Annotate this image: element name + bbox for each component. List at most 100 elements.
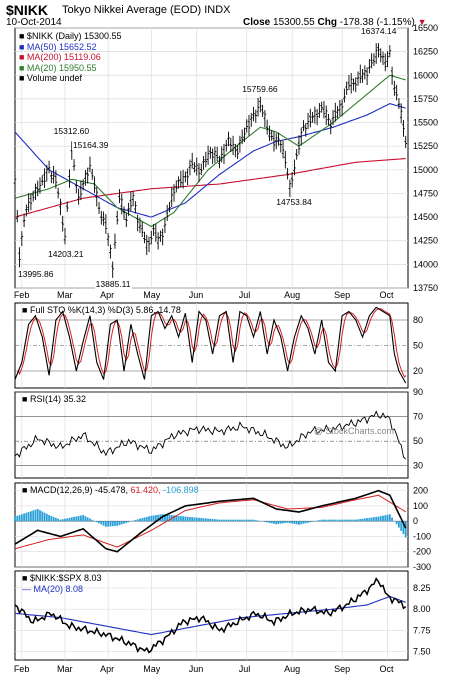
rsi-tick-label: 90 xyxy=(413,387,423,397)
close-label: Close xyxy=(243,17,271,28)
price-tick-label: 15250 xyxy=(413,141,438,151)
macd-legend: ■ MACD(12,26,9) -45.478, 61.420, -106.89… xyxy=(22,485,199,495)
ratio-panel-frame xyxy=(14,570,409,661)
stoch-legend: ■ Full STO %K(14,3) %D(3) 5.86, 14.78 xyxy=(22,305,181,315)
month-label: Jul xyxy=(239,290,251,300)
price-tick-label: 15000 xyxy=(413,165,438,175)
macd-histogram-bar xyxy=(368,517,371,522)
stoch-d-line xyxy=(14,308,407,380)
macd-histogram-bar xyxy=(263,521,266,522)
macd-histogram-bar xyxy=(373,517,375,522)
macd-histogram-bar xyxy=(382,515,384,522)
bottom-month-label: Aug xyxy=(284,664,300,674)
month-label: May xyxy=(143,290,161,300)
macd-histogram-bar xyxy=(275,521,278,525)
macd-histogram-bar xyxy=(250,519,253,522)
macd-histogram-bar xyxy=(232,519,234,522)
macd-histogram-bar xyxy=(338,519,341,522)
watermark: @ StockCharts.com xyxy=(313,426,394,436)
month-label: Apr xyxy=(100,290,114,300)
macd-histogram-bar xyxy=(395,521,398,525)
macd-histogram-bar xyxy=(184,516,187,522)
macd-histogram-bar xyxy=(61,519,64,522)
macd-histogram-bar xyxy=(207,518,209,522)
price-tick-label: 13750 xyxy=(413,283,438,293)
macd-histogram-bar xyxy=(139,518,141,522)
chg-value: -178.38 (-1.15%) xyxy=(339,17,415,28)
macd-histogram-bar xyxy=(45,513,48,522)
macd-histogram-bar xyxy=(352,519,355,522)
macd-legend-signal: 61.420, xyxy=(130,485,161,495)
macd-histogram-bar xyxy=(91,519,94,522)
macd-histogram-bar xyxy=(357,519,359,522)
ratio-tick-label: 7.75 xyxy=(413,625,431,635)
chart-subtitle: Tokyo Nikkei Average (EOD) INDX xyxy=(62,4,231,16)
macd-histogram-bar xyxy=(195,517,198,522)
macd-icon: ■ xyxy=(22,485,28,495)
macd-histogram-bar xyxy=(286,521,289,523)
macd-legend-hist: -106.898 xyxy=(163,485,199,495)
macd-histogram-bar xyxy=(273,521,275,524)
macd-histogram-bar xyxy=(225,519,228,522)
macd-histogram-bar xyxy=(257,520,259,522)
macd-tick-label: 200 xyxy=(413,486,428,496)
stoch-tick-label: 50 xyxy=(413,341,423,351)
macd-histogram-bar xyxy=(120,521,123,525)
macd-histogram-bar xyxy=(254,520,257,522)
macd-histogram-bar xyxy=(18,515,21,522)
bottom-month-label: Jun xyxy=(189,664,204,674)
macd-histogram-bar xyxy=(238,519,241,522)
macd-histogram-bar xyxy=(157,514,160,522)
macd-histogram-bar xyxy=(404,521,407,538)
macd-histogram-bar xyxy=(36,508,39,522)
macd-histogram-bar xyxy=(77,515,80,522)
macd-histogram-bar xyxy=(316,520,319,522)
macd-histogram-bar xyxy=(366,518,369,522)
bottom-month-label: Jul xyxy=(239,664,251,674)
rsi-line xyxy=(14,410,407,460)
macd-histogram-bar xyxy=(134,520,137,522)
macd-histogram-bar xyxy=(32,510,35,522)
macd-histogram-bar xyxy=(291,521,294,524)
macd-histogram-bar xyxy=(102,521,105,526)
macd-histogram-bar xyxy=(127,521,130,523)
price-annotation: 14203.21 xyxy=(46,249,85,260)
price-tick-label: 14750 xyxy=(413,188,438,198)
macd-histogram-bar xyxy=(152,515,155,522)
macd-histogram-bar xyxy=(109,521,112,527)
macd-histogram-bar xyxy=(384,515,387,522)
macd-histogram-bar xyxy=(398,521,400,528)
price-legend-item: ■ Volume undef xyxy=(19,73,82,83)
macd-histogram-bar xyxy=(388,514,391,522)
chart-symbol: $NIKK xyxy=(6,2,49,18)
macd-histogram-bar xyxy=(402,521,405,535)
macd-histogram-bar xyxy=(216,519,219,522)
price-tick-label: 14000 xyxy=(413,259,438,269)
macd-histogram-bar xyxy=(204,518,207,522)
macd-histogram-bar xyxy=(54,517,57,522)
macd-histogram-bar xyxy=(189,517,191,522)
macd-histogram-bar xyxy=(111,521,114,527)
macd-histogram-bar xyxy=(75,516,78,522)
macd-histogram-bar xyxy=(150,515,153,522)
month-label: Aug xyxy=(284,290,300,300)
macd-histogram-bar xyxy=(243,519,246,522)
price-annotation: 15312.60 xyxy=(52,126,91,137)
macd-histogram-bar xyxy=(386,514,389,522)
ma50-line xyxy=(14,103,406,218)
rsi-legend-text: RSI(14) 35.32 xyxy=(29,394,86,404)
macd-histogram-bar xyxy=(279,521,282,524)
rsi-icon: ■ xyxy=(22,394,28,404)
macd-histogram-bar xyxy=(345,519,348,522)
macd-histogram-bar xyxy=(229,519,232,522)
ratio-tick-label: 8.25 xyxy=(413,583,431,593)
macd-histogram-bar xyxy=(73,516,75,522)
down-triangle-icon: ▼ xyxy=(417,17,427,27)
month-label: Sep xyxy=(334,290,350,300)
macd-histogram-bar xyxy=(82,515,85,522)
macd-histogram-bar xyxy=(41,511,44,522)
bottom-month-label: May xyxy=(143,664,161,674)
macd-histogram-bar xyxy=(323,519,325,522)
macd-histogram-bar xyxy=(125,521,128,523)
macd-histogram-bar xyxy=(252,519,255,522)
